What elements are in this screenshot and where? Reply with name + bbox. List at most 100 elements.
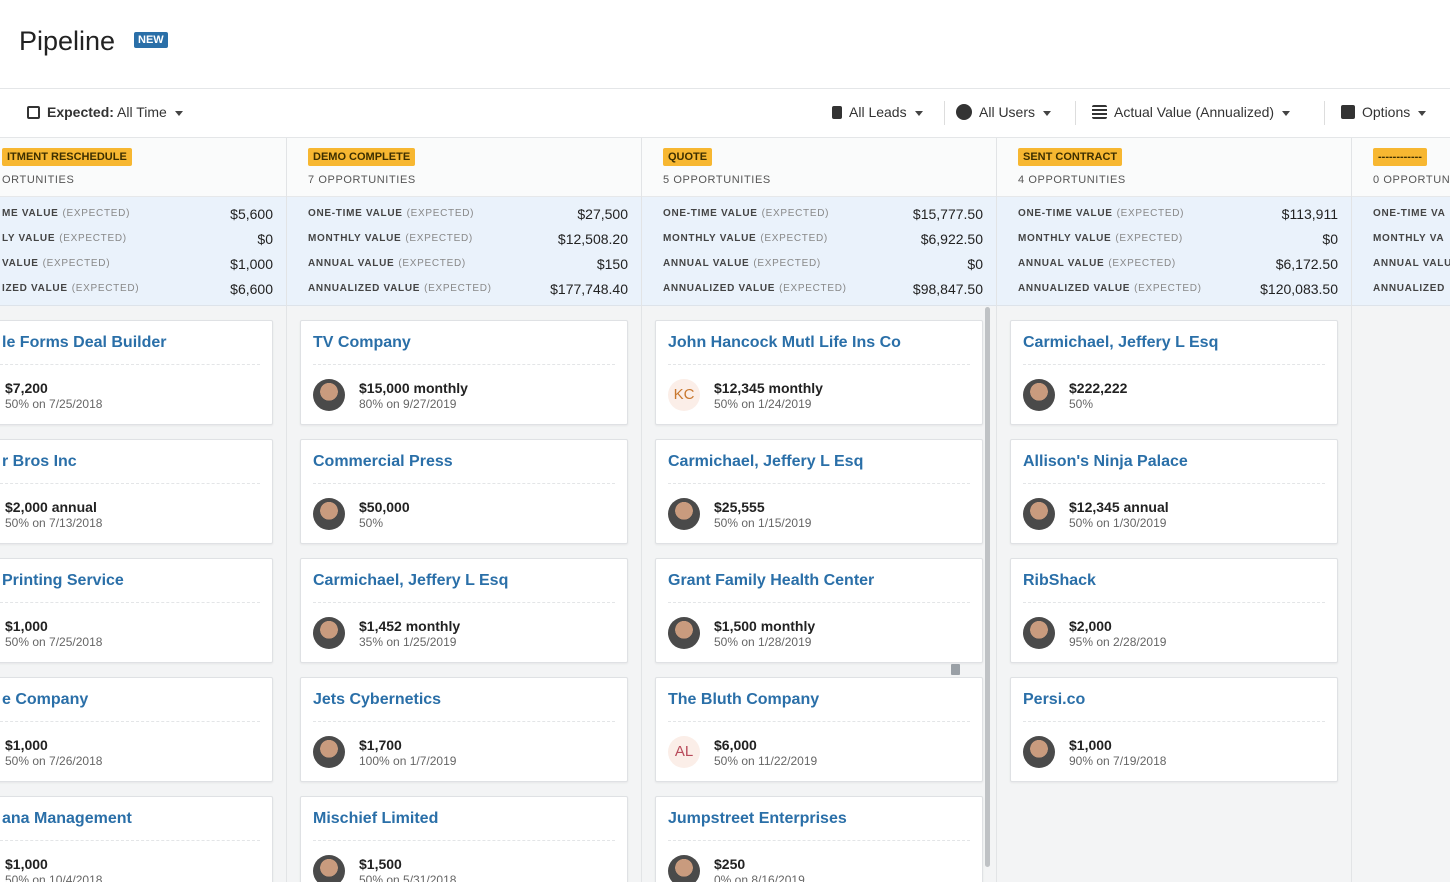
stat-label: ANNUALIZED VALUE (EXPECTED) bbox=[1018, 283, 1202, 294]
card-name: RibShack bbox=[1023, 572, 1096, 589]
card-detail: 50% bbox=[1069, 397, 1094, 411]
card-divider bbox=[668, 483, 970, 484]
leads-filter[interactable]: All Leads bbox=[832, 104, 923, 120]
card-detail: 50% on 10/4/2018 bbox=[5, 873, 103, 882]
card-name: Commercial Press bbox=[313, 453, 453, 470]
stat-label: MONTHLY VALUE (EXPECTED) bbox=[1018, 233, 1183, 244]
stat-qualifier: (EXPECTED) bbox=[1115, 233, 1183, 244]
card-divider bbox=[0, 602, 260, 603]
opportunity-card[interactable] bbox=[1010, 439, 1338, 544]
stat-label-text: ANNUALIZED VALUE bbox=[308, 283, 421, 294]
avatar-photo bbox=[668, 617, 700, 649]
opportunity-count: 0 OPPORTUN bbox=[1373, 174, 1450, 186]
card-name: r Bros Inc bbox=[2, 453, 77, 470]
stat-label-text: ONE-TIME VALUE bbox=[308, 208, 403, 219]
column-header bbox=[997, 138, 1351, 197]
opportunity-card[interactable] bbox=[655, 677, 983, 782]
expected-label: Expected: bbox=[47, 104, 114, 120]
stat-value: $0 bbox=[1322, 231, 1338, 247]
card-name: Carmichael, Jeffery L Esq bbox=[1023, 334, 1219, 351]
delete-icon[interactable] bbox=[951, 664, 960, 675]
stat-label-text: MONTHLY VALUE bbox=[1018, 233, 1112, 244]
stats-panel bbox=[287, 197, 641, 306]
stat-qualifier: (EXPECTED) bbox=[42, 258, 111, 269]
stat-label: VALUE (EXPECTED) bbox=[2, 258, 110, 269]
stat-label: ONE-TIME VA bbox=[1373, 208, 1446, 219]
opportunity-card[interactable] bbox=[1010, 320, 1338, 425]
card-divider bbox=[0, 721, 260, 722]
opportunity-card[interactable] bbox=[0, 677, 273, 782]
stats-panel bbox=[997, 197, 1351, 306]
card-divider bbox=[0, 483, 260, 484]
stat-label-text: MONTHLY VALUE bbox=[663, 233, 757, 244]
card-amount: $222,222 bbox=[1069, 380, 1128, 396]
card-detail: 50% on 7/26/2018 bbox=[5, 754, 103, 768]
stats-panel bbox=[1352, 197, 1450, 306]
card-amount: $2,000 bbox=[1069, 618, 1112, 634]
expected-filter[interactable]: Expected: All Time bbox=[27, 104, 183, 120]
stat-label-text: ME VALUE bbox=[2, 208, 59, 219]
avatar-photo bbox=[1023, 736, 1055, 768]
opportunity-count: 4 OPPORTUNITIES bbox=[1018, 174, 1126, 186]
card-detail: 35% on 1/25/2019 bbox=[359, 635, 457, 649]
opportunity-card[interactable] bbox=[655, 558, 983, 663]
stage-badge: DEMO COMPLETE bbox=[308, 148, 416, 166]
card-detail: 100% on 1/7/2019 bbox=[359, 754, 457, 768]
card-amount: $6,000 bbox=[714, 737, 757, 753]
stat-qualifier: (EXPECTED) bbox=[1134, 283, 1202, 294]
stat-label-text: IZED VALUE bbox=[2, 283, 68, 294]
stat-qualifier: (EXPECTED) bbox=[424, 283, 492, 294]
stat-label-text: ANNUALIZED bbox=[1373, 283, 1445, 294]
opportunity-card[interactable] bbox=[300, 320, 628, 425]
card-divider bbox=[1023, 721, 1325, 722]
card-detail: 50% bbox=[359, 516, 384, 530]
stat-label-text: ANNUAL VALUE bbox=[1018, 258, 1105, 269]
stat-value: $113,911 bbox=[1281, 206, 1338, 222]
card-name: Mischief Limited bbox=[313, 810, 439, 827]
sort-label: Actual Value (Annualized) bbox=[1114, 104, 1275, 120]
card-amount: $12,345 annual bbox=[1069, 499, 1169, 515]
card-name: Carmichael, Jeffery L Esq bbox=[313, 572, 509, 589]
card-amount: $7,200 bbox=[5, 380, 48, 396]
opportunity-card[interactable] bbox=[655, 796, 983, 882]
card-amount: $1,500 bbox=[359, 856, 402, 872]
stat-value: $15,777.50 bbox=[912, 206, 983, 222]
card-amount: $1,700 bbox=[359, 737, 402, 753]
stat-label: ANNUAL VALU bbox=[1373, 258, 1450, 269]
opportunity-card[interactable] bbox=[1010, 558, 1338, 663]
stat-value: $0 bbox=[257, 231, 273, 247]
stat-label: ANNUALIZED VALUE (EXPECTED) bbox=[663, 283, 847, 294]
opportunity-card[interactable] bbox=[655, 439, 983, 544]
card-detail: 50% on 1/15/2019 bbox=[714, 516, 812, 530]
card-name: le Forms Deal Builder bbox=[2, 334, 167, 351]
sort-filter[interactable]: Actual Value (Annualized) bbox=[1092, 104, 1291, 120]
avatar-initials: AL bbox=[668, 736, 700, 768]
opportunity-card[interactable] bbox=[300, 439, 628, 544]
card-name: Grant Family Health Center bbox=[668, 572, 875, 589]
opportunity-card[interactable] bbox=[300, 677, 628, 782]
stage-badge: SENT CONTRACT bbox=[1018, 148, 1123, 166]
stat-qualifier: (EXPECTED) bbox=[753, 258, 821, 269]
users-filter[interactable]: All Users bbox=[956, 104, 1052, 120]
options-menu[interactable]: Options bbox=[1341, 104, 1427, 120]
card-detail: 80% on 9/27/2019 bbox=[359, 397, 457, 411]
opportunity-card[interactable] bbox=[655, 320, 983, 425]
stage-badge: ITMENT RESCHEDULE bbox=[2, 148, 132, 166]
opportunity-card[interactable] bbox=[0, 558, 273, 663]
opportunity-card[interactable] bbox=[1010, 677, 1338, 782]
avatar-initials: KC bbox=[668, 379, 700, 411]
avatar-photo bbox=[313, 736, 345, 768]
opportunity-card[interactable] bbox=[300, 558, 628, 663]
opportunity-card[interactable] bbox=[300, 796, 628, 882]
card-amount: $1,452 monthly bbox=[359, 618, 461, 634]
page-title: Pipeline bbox=[19, 26, 116, 56]
stat-value: $6,600 bbox=[230, 281, 273, 297]
opportunity-card[interactable] bbox=[0, 796, 273, 882]
opportunity-card[interactable] bbox=[0, 320, 273, 425]
column-header bbox=[642, 138, 996, 197]
stat-value: $177,748.40 bbox=[550, 281, 628, 297]
card-divider bbox=[313, 840, 615, 841]
options-label: Options bbox=[1362, 104, 1411, 120]
opportunity-card[interactable] bbox=[0, 439, 273, 544]
stage-badge: ------------ bbox=[1373, 148, 1427, 166]
